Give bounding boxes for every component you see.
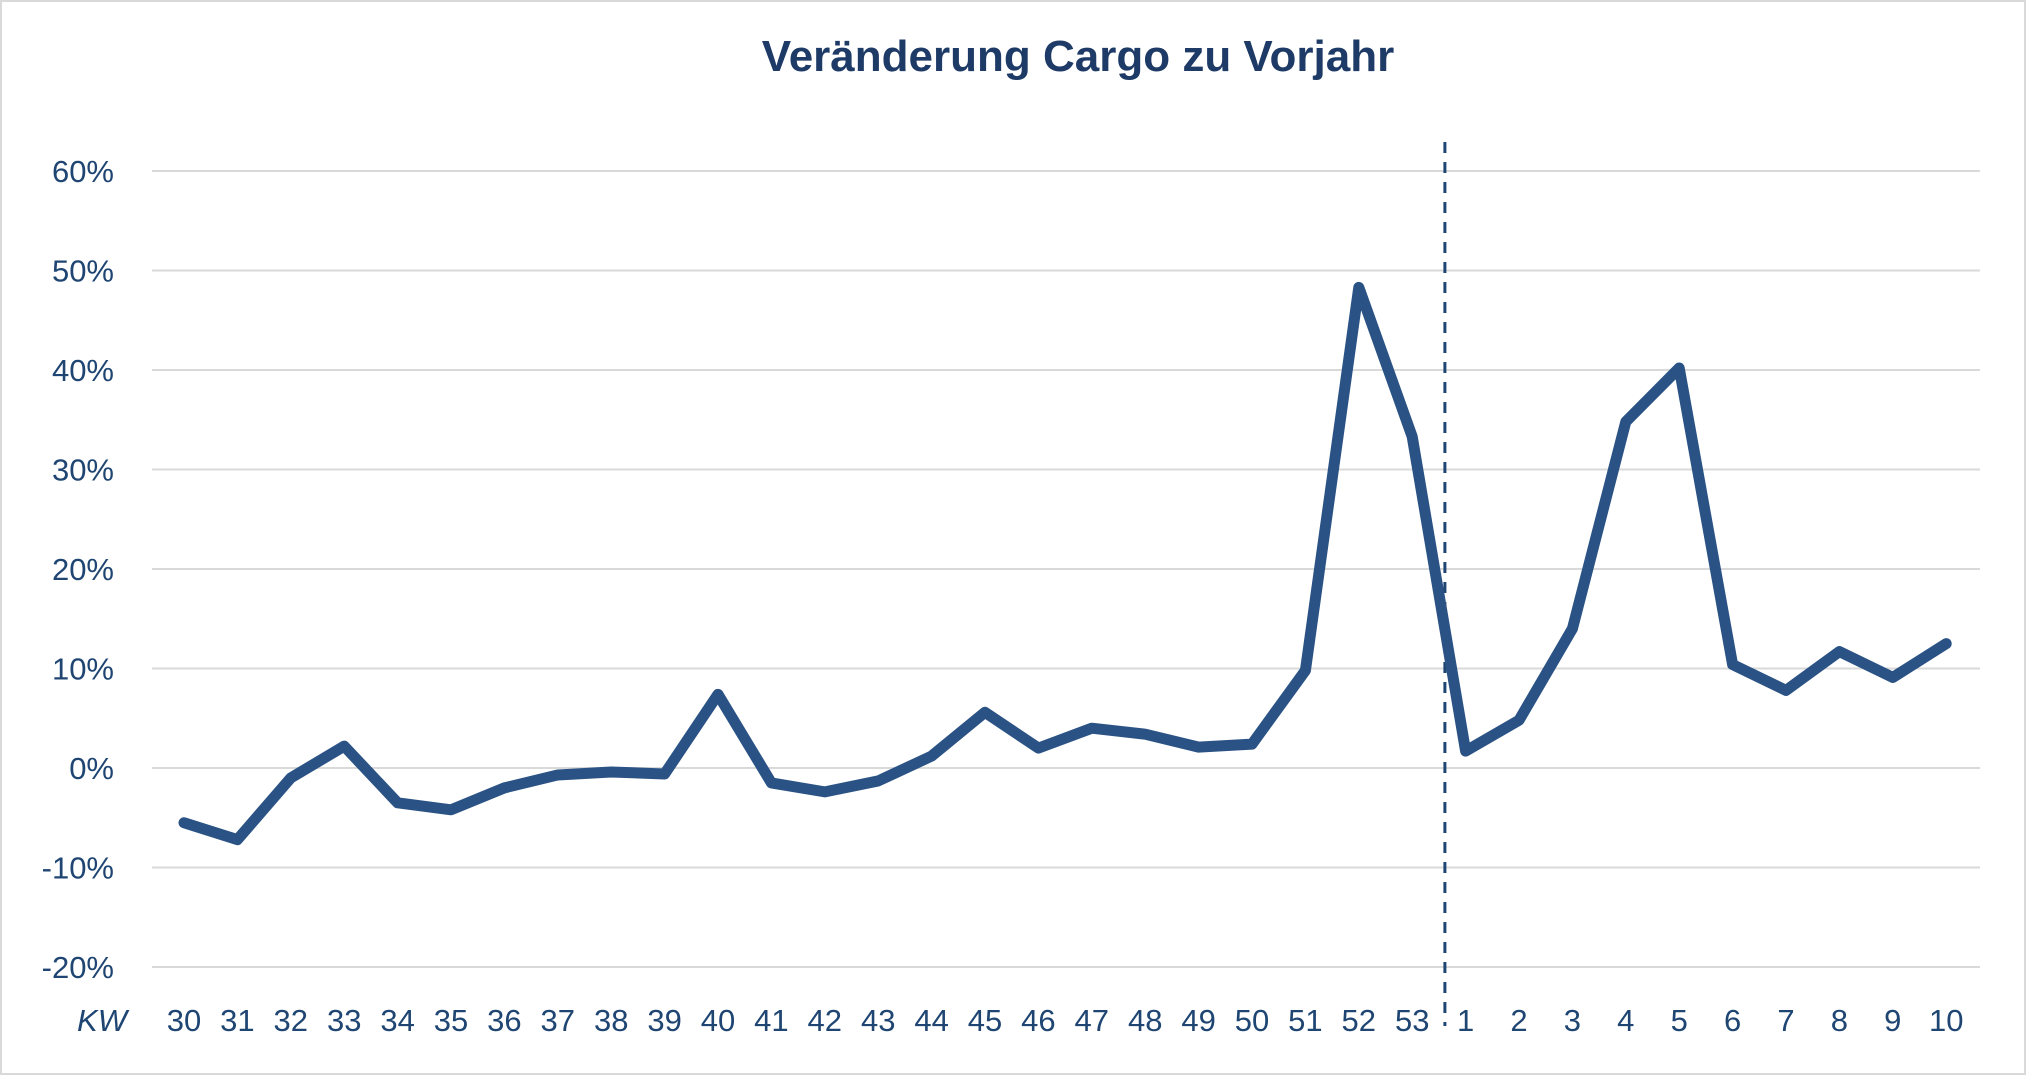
y-axis-tick-label: 40% <box>52 353 114 388</box>
y-axis-tick-label: -20% <box>42 950 114 985</box>
x-axis-tick-label: 53 <box>1395 1003 1429 1038</box>
x-axis-tick-label: 40 <box>701 1003 735 1038</box>
x-axis-tick-label: 47 <box>1075 1003 1109 1038</box>
x-axis-tick-label: 6 <box>1724 1003 1741 1038</box>
x-axis-tick-label: 41 <box>754 1003 788 1038</box>
x-axis-tick-label: 43 <box>861 1003 895 1038</box>
x-axis-tick-label: 8 <box>1831 1003 1848 1038</box>
x-axis-tick-label: 52 <box>1342 1003 1376 1038</box>
x-axis-unit-label: KW <box>77 1003 130 1038</box>
x-axis-tick-label: 48 <box>1128 1003 1162 1038</box>
y-axis-tick-label: 50% <box>52 254 114 289</box>
y-axis-tick-label: 60% <box>52 154 114 189</box>
x-axis-tick-label: 44 <box>914 1003 948 1038</box>
x-axis-tick-label: 5 <box>1671 1003 1688 1038</box>
x-axis-tick-label: 35 <box>434 1003 468 1038</box>
x-axis-tick-label: 32 <box>274 1003 308 1038</box>
x-axis-tick-label: 36 <box>487 1003 521 1038</box>
x-axis-tick-label: 49 <box>1181 1003 1215 1038</box>
x-axis-tick-label: 3 <box>1564 1003 1581 1038</box>
x-axis-tick-label: 30 <box>167 1003 201 1038</box>
x-axis-tick-label: 34 <box>380 1003 414 1038</box>
x-axis-tick-label: 33 <box>327 1003 361 1038</box>
x-axis-tick-label: 7 <box>1777 1003 1794 1038</box>
x-axis-tick-label: 50 <box>1235 1003 1269 1038</box>
chart-title: Veränderung Cargo zu Vorjahr <box>761 32 1395 81</box>
x-axis-tick-label: 2 <box>1510 1003 1527 1038</box>
y-axis-tick-label: 20% <box>52 552 114 587</box>
cargo-change-series-line <box>178 281 1952 846</box>
x-axis-tick-label: 1 <box>1457 1003 1474 1038</box>
x-axis-tick-label: 31 <box>220 1003 254 1038</box>
x-axis-tick-label: 51 <box>1288 1003 1322 1038</box>
x-axis-tick-label: 4 <box>1617 1003 1634 1038</box>
y-axis-tick-label: 30% <box>52 453 114 488</box>
x-axis-tick-label: 38 <box>594 1003 628 1038</box>
y-axis-tick-label: -10% <box>42 851 114 886</box>
x-axis-tick-label: 9 <box>1884 1003 1901 1038</box>
x-axis-tick-label: 46 <box>1021 1003 1055 1038</box>
x-axis-tick-label: 42 <box>808 1003 842 1038</box>
x-axis-tick-label: 37 <box>541 1003 575 1038</box>
y-axis-tick-label: 10% <box>52 652 114 687</box>
x-axis-tick-label: 10 <box>1929 1003 1963 1038</box>
x-axis-tick-label: 39 <box>647 1003 681 1038</box>
x-axis-tick-label: 45 <box>968 1003 1002 1038</box>
y-axis-tick-label: 0% <box>69 751 114 786</box>
